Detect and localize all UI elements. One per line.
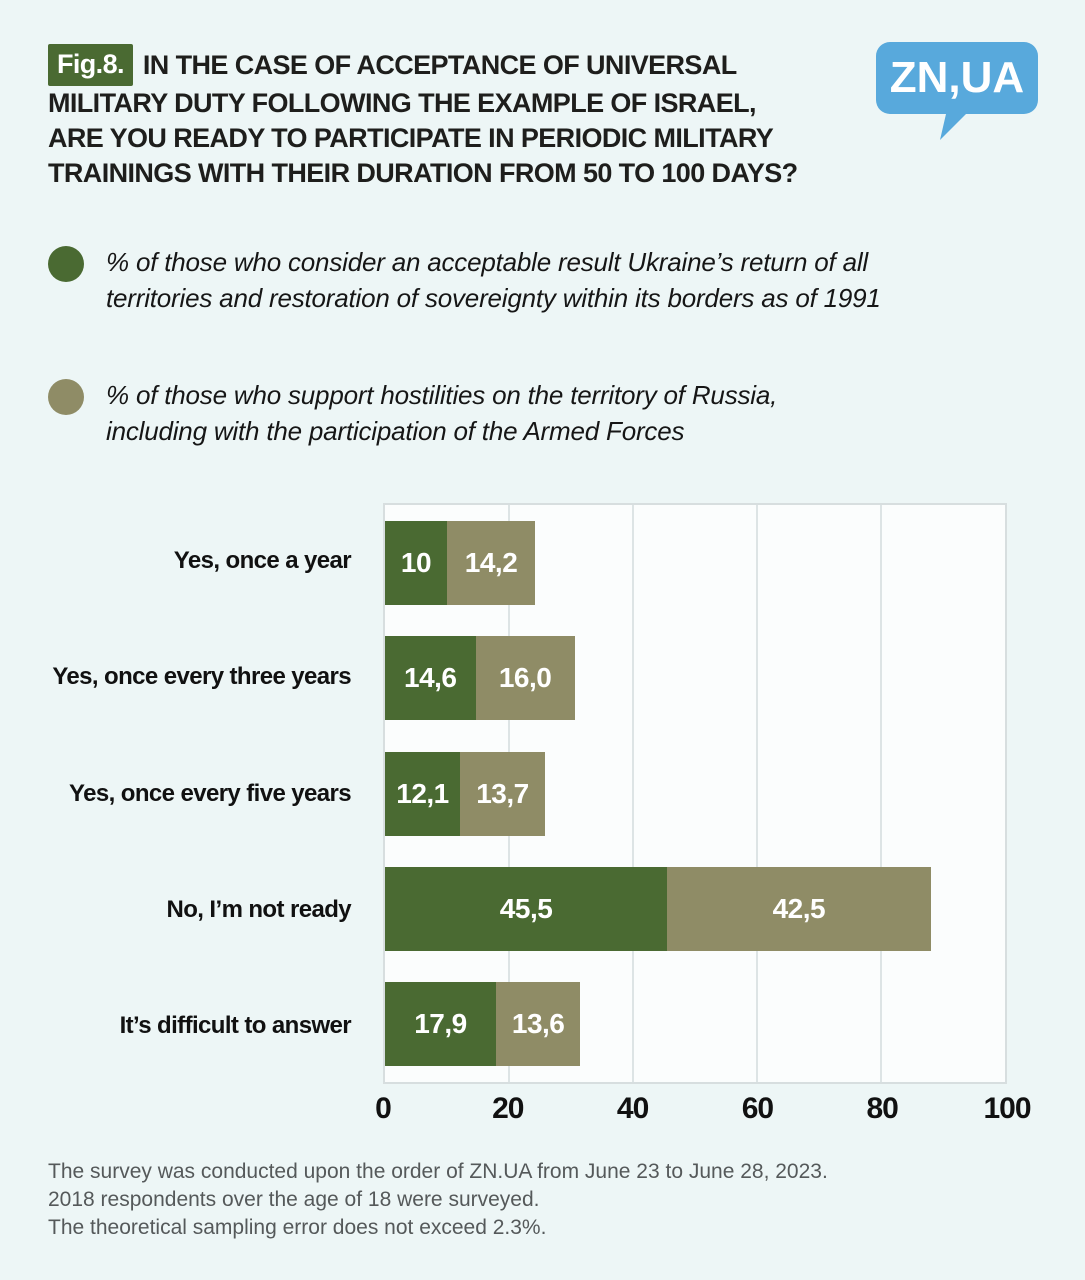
value-label: 13,6 [511, 1008, 565, 1040]
x-tick-40: 40 [616, 1092, 649, 1125]
footer-line-1: The survey was conducted upon the order … [48, 1160, 828, 1183]
bar-segment-olive: 13,6 [495, 982, 581, 1067]
legend-swatch-green-icon [48, 246, 84, 282]
bar-row-not-ready: 45,5 42,5 [385, 851, 1005, 966]
bar-segment-green: 14,6 [385, 636, 476, 721]
stacked-bar: 10 14,2 [385, 520, 1005, 605]
bar-row-every-three-years: 14,6 16,0 [385, 620, 1005, 735]
category-label-4: No, I’m not ready [166, 895, 352, 923]
gridline-60 [756, 505, 758, 1082]
bar-segment-green: 10 [385, 520, 447, 605]
survey-source-note: The survey was conducted upon the order … [48, 1158, 948, 1242]
value-label: 13,7 [476, 777, 529, 809]
title-line-4: TRAININGS WITH THEIR DURATION FROM 50 TO… [48, 158, 798, 188]
value-label: 45,5 [499, 892, 553, 924]
x-tick-20: 20 [492, 1092, 524, 1125]
legend-green-line-1: % of those who consider an acceptable re… [106, 247, 869, 277]
gridline-40 [632, 505, 634, 1082]
znua-logo-bubble: ZN,UA [876, 42, 1038, 140]
bar-segment-olive: 16,0 [475, 636, 575, 721]
stacked-bar: 12,1 13,7 [385, 751, 1005, 836]
legend-olive-line-2: including with the participation of the … [106, 416, 685, 446]
bar-segment-olive: 42,5 [667, 866, 931, 951]
bar-segment-green: 12,1 [385, 751, 461, 836]
footer-line-2: 2018 respondents over the age of 18 were… [48, 1188, 540, 1211]
bar-segment-olive: 13,7 [460, 751, 545, 836]
x-tick-60: 60 [741, 1092, 774, 1125]
category-labels: Yes, once a year Yes, once every three y… [0, 503, 367, 1084]
bar-segment-green: 45,5 [385, 866, 668, 951]
value-label: 42,5 [772, 892, 826, 924]
value-label: 10 [400, 546, 432, 578]
value-label: 17,9 [414, 1008, 467, 1040]
x-axis: 0 20 40 60 80 100 [375, 1092, 1031, 1132]
legend-text-olive: % of those who support hostilities on th… [106, 377, 777, 449]
bar-row-once-a-year: 10 14,2 [385, 505, 1005, 620]
x-tick-80: 80 [866, 1092, 899, 1125]
legend-olive-line-1: % of those who support hostilities on th… [106, 380, 778, 410]
bar-chart-plot-area: 10 14,2 14,6 16,0 12,1 13,7 45,5 42,5 17 [383, 503, 1007, 1084]
znua-logo-text: ZN,UA [890, 53, 1024, 102]
bar-row-difficult-to-answer: 17,9 13,6 [385, 967, 1005, 1082]
gridline-80 [880, 505, 882, 1082]
category-label-1: Yes, once a year [173, 547, 352, 575]
title-line-1: IN THE CASE OF ACCEPTANCE OF UNIVERSAL [142, 49, 737, 80]
znua-logo: ZN,UA [876, 42, 1038, 140]
stacked-bar: 45,5 42,5 [385, 866, 1005, 951]
bar-segment-green: 17,9 [385, 982, 496, 1067]
value-label: 12,1 [396, 777, 449, 809]
figure-number-badge: Fig.8. [48, 44, 133, 86]
legend-text-green: % of those who consider an acceptable re… [106, 244, 881, 316]
category-label-5: It’s difficult to answer [119, 1011, 352, 1039]
title-line-3: ARE YOU READY TO PARTICIPATE IN PERIODIC… [48, 123, 774, 153]
bar-row-every-five-years: 12,1 13,7 [385, 736, 1005, 851]
legend-item-green: % of those who consider an acceptable re… [48, 244, 881, 316]
category-label-2: Yes, once every three years [52, 663, 351, 691]
value-label: 14,6 [404, 662, 457, 694]
x-tick-0: 0 [375, 1092, 392, 1125]
legend-green-line-2: territories and restoration of sovereign… [106, 283, 881, 313]
x-tick-100: 100 [983, 1092, 1031, 1125]
stacked-bar: 14,6 16,0 [385, 636, 1005, 721]
footer-line-3: The theoretical sampling error does not … [48, 1216, 547, 1239]
value-label: 14,2 [464, 546, 518, 578]
value-label: 16,0 [498, 662, 552, 694]
legend-item-olive: % of those who support hostilities on th… [48, 377, 777, 449]
page-title: Fig.8. IN THE CASE OF ACCEPTANCE OF UNIV… [48, 44, 888, 191]
legend-swatch-olive-icon [48, 379, 84, 415]
category-label-3: Yes, once every five years [69, 779, 352, 807]
title-line-2: MILITARY DUTY FOLLOWING THE EXAMPLE OF I… [48, 88, 757, 118]
bar-segment-olive: 14,2 [447, 520, 536, 605]
stacked-bar: 17,9 13,6 [385, 982, 1005, 1067]
